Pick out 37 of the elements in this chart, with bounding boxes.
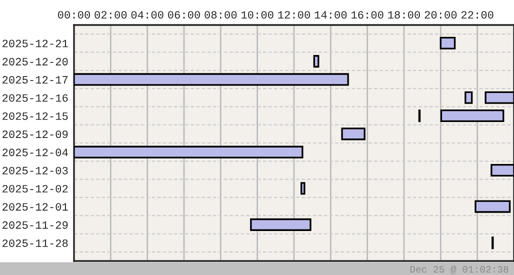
- bar: [313, 55, 320, 68]
- bar: [490, 164, 514, 177]
- y-tick-label: 2025-12-17: [2, 76, 68, 84]
- y-tick-label: 2025-12-03: [2, 166, 68, 174]
- x-tick-label: 02:00: [94, 11, 127, 19]
- x-tick-label: 04:00: [131, 11, 164, 19]
- x-tick-label: 20:00: [424, 11, 457, 19]
- y-tick-label: 2025-12-04: [2, 148, 68, 156]
- x-tick-label: 18:00: [388, 11, 420, 19]
- bar: [250, 218, 312, 231]
- bar: [74, 146, 304, 158]
- x-tick-label: 00:00: [58, 11, 90, 19]
- bar: [74, 73, 349, 86]
- x-tick-label: 08:00: [204, 11, 237, 19]
- bar: [484, 91, 514, 104]
- bar: [474, 200, 511, 213]
- x-tick-label: 22:00: [461, 11, 494, 19]
- y-tick-label: 2025-12-09: [2, 130, 68, 138]
- y-tick-label: 2025-12-20: [2, 58, 68, 66]
- bar: [300, 182, 306, 195]
- x-tick-label: 06:00: [168, 11, 200, 19]
- y-tick-label: 2025-11-29: [2, 221, 68, 229]
- x-tick-label: 14:00: [314, 11, 347, 19]
- y-tick-label: 2025-12-16: [2, 94, 68, 102]
- x-tick-label: 10:00: [241, 11, 274, 19]
- x-tick-label: 12:00: [278, 11, 310, 19]
- bar: [341, 128, 366, 140]
- y-tick-label: 2025-12-02: [2, 184, 68, 193]
- y-tick-label: 2025-12-01: [2, 203, 68, 211]
- y-tick-label: 2025-11-28: [2, 239, 68, 247]
- y-tick-label: 2025-12-21: [2, 40, 68, 48]
- bar: [464, 91, 473, 104]
- text: Dec 25 @ 01:02:38: [410, 265, 508, 274]
- bar: [440, 109, 504, 122]
- y-tick-label: 2025-12-15: [2, 112, 68, 120]
- x-tick-label: 16:00: [351, 11, 384, 19]
- bar: [440, 36, 456, 50]
